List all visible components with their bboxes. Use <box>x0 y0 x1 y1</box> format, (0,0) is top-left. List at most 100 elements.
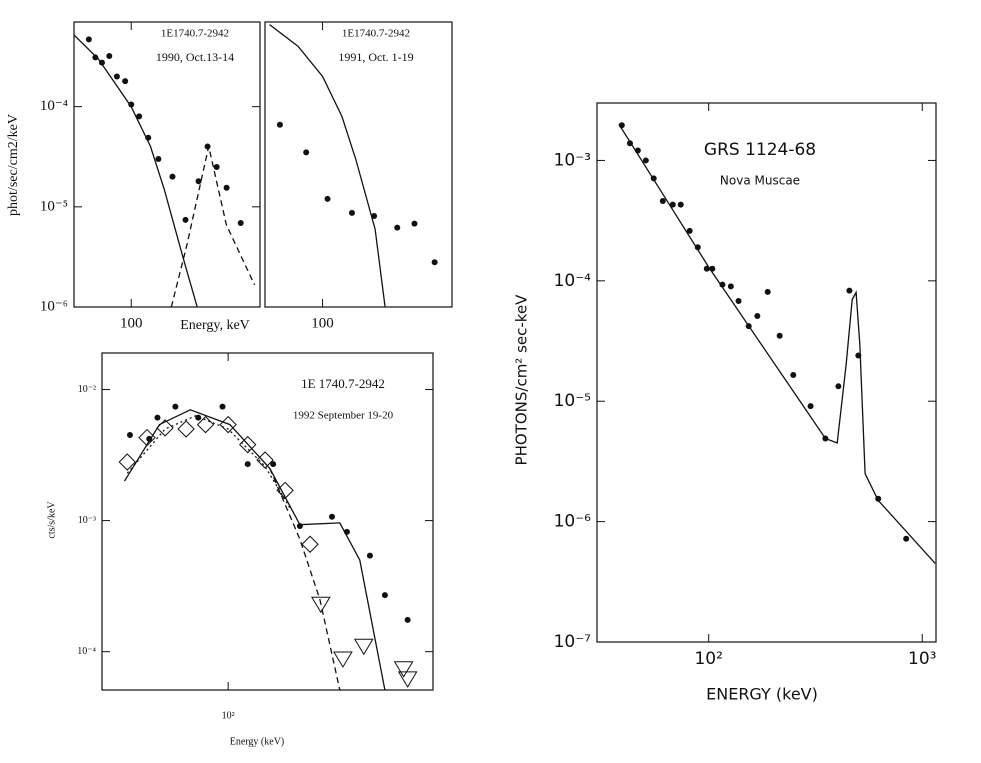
data-point <box>903 535 910 542</box>
plot-frame <box>73 21 261 308</box>
data-point <box>177 420 195 438</box>
x-tick-label: 100 <box>311 315 334 331</box>
y-tick-label: 10⁻³ <box>78 515 96 526</box>
plot-frame <box>101 352 434 691</box>
data-point <box>118 453 136 471</box>
data-point <box>790 372 797 379</box>
data-point <box>404 616 411 623</box>
model-curve <box>170 146 256 307</box>
model-curve <box>74 34 198 307</box>
data-point <box>219 403 226 410</box>
data-point <box>169 173 176 180</box>
data-point <box>324 195 331 202</box>
annotation: 1990, Oct.13-14 <box>156 50 234 64</box>
data-point <box>348 209 355 216</box>
data-point <box>310 596 331 614</box>
data-point <box>846 287 853 294</box>
y-tick-label: 10⁻⁴ <box>40 98 68 114</box>
x-axis-label: Energy (keV) <box>230 736 285 747</box>
data-point <box>237 219 244 226</box>
data-point <box>122 78 129 85</box>
x-tick-label: 10² <box>222 710 235 721</box>
y-tick-label: 10⁻⁶ <box>554 512 592 532</box>
data-point <box>239 435 257 454</box>
data-point <box>92 54 99 61</box>
data-point <box>195 414 202 421</box>
data-point <box>394 224 401 231</box>
x-tick-label: 100 <box>120 315 143 331</box>
data-point <box>113 73 120 80</box>
data-point <box>776 332 783 339</box>
y-tick-label: 10⁻⁵ <box>40 198 68 214</box>
annotation: 1991, Oct. 1-19 <box>338 50 413 64</box>
data-point <box>301 535 319 553</box>
data-point <box>411 220 418 227</box>
data-point <box>328 513 335 520</box>
data-point <box>128 101 135 108</box>
model-curve <box>269 24 386 307</box>
annotation: 1E1740.7-2942 <box>342 28 410 40</box>
model-curve <box>123 409 386 690</box>
data-point <box>669 201 676 208</box>
x-tick-label: 10² <box>694 649 722 669</box>
y-tick-label: 10⁻⁷ <box>554 632 592 652</box>
data-point <box>807 403 814 410</box>
data-point <box>393 661 414 678</box>
y-tick-label: 10⁻⁴ <box>554 271 592 291</box>
data-point <box>677 201 684 208</box>
data-point <box>659 198 666 205</box>
data-point <box>213 163 220 170</box>
data-point <box>195 178 202 185</box>
data-point <box>381 592 388 599</box>
data-point <box>85 36 92 43</box>
data-point <box>196 415 215 434</box>
data-point <box>106 53 113 60</box>
data-point <box>223 184 230 191</box>
data-point <box>366 552 373 559</box>
data-point <box>835 383 842 390</box>
data-point <box>146 435 153 442</box>
data-point <box>431 259 438 266</box>
model-curve <box>618 123 936 564</box>
x-axis-label: ENERGY (keV) <box>706 685 818 704</box>
y-axis-label: PHOTONS/cm² sec-keV <box>513 294 531 466</box>
data-point <box>154 414 161 421</box>
annotation: 1992 September 19-20 <box>293 410 394 422</box>
data-point <box>735 297 742 304</box>
plot-frame <box>596 102 937 643</box>
data-point <box>397 671 418 688</box>
annotation: 1E 1740.7-2942 <box>301 376 385 391</box>
model-curve <box>269 468 341 690</box>
data-point <box>126 431 133 438</box>
data-point <box>136 113 143 120</box>
data-point <box>371 212 378 219</box>
data-point <box>642 157 649 164</box>
data-point <box>333 651 353 668</box>
annotation: GRS 1124-68 <box>704 140 816 160</box>
data-point <box>686 227 693 234</box>
data-point <box>172 403 179 410</box>
y-tick-label: 10⁻⁶ <box>40 298 68 314</box>
data-point <box>764 288 771 295</box>
annotation: Nova Muscae <box>720 174 800 188</box>
x-tick-label: 10³ <box>908 649 936 669</box>
annotation: 1E1740.7-2942 <box>161 28 229 40</box>
data-point <box>754 313 761 320</box>
data-point <box>204 143 211 150</box>
data-point <box>182 216 189 223</box>
data-point <box>694 244 701 251</box>
y-tick-label: 10⁻⁵ <box>554 391 591 411</box>
data-point <box>270 461 277 468</box>
y-axis-label: phot/sec/cm2/keV <box>6 114 21 216</box>
model-curve <box>126 415 292 511</box>
data-point <box>727 283 734 290</box>
data-point <box>276 121 283 128</box>
y-tick-label: 10⁻² <box>78 384 96 395</box>
plot-frame <box>264 21 453 308</box>
data-point <box>244 461 251 468</box>
y-tick-label: 10⁻³ <box>554 150 591 170</box>
x-axis-label: Energy, keV <box>180 318 250 333</box>
data-point <box>303 149 310 156</box>
data-point <box>155 156 162 163</box>
